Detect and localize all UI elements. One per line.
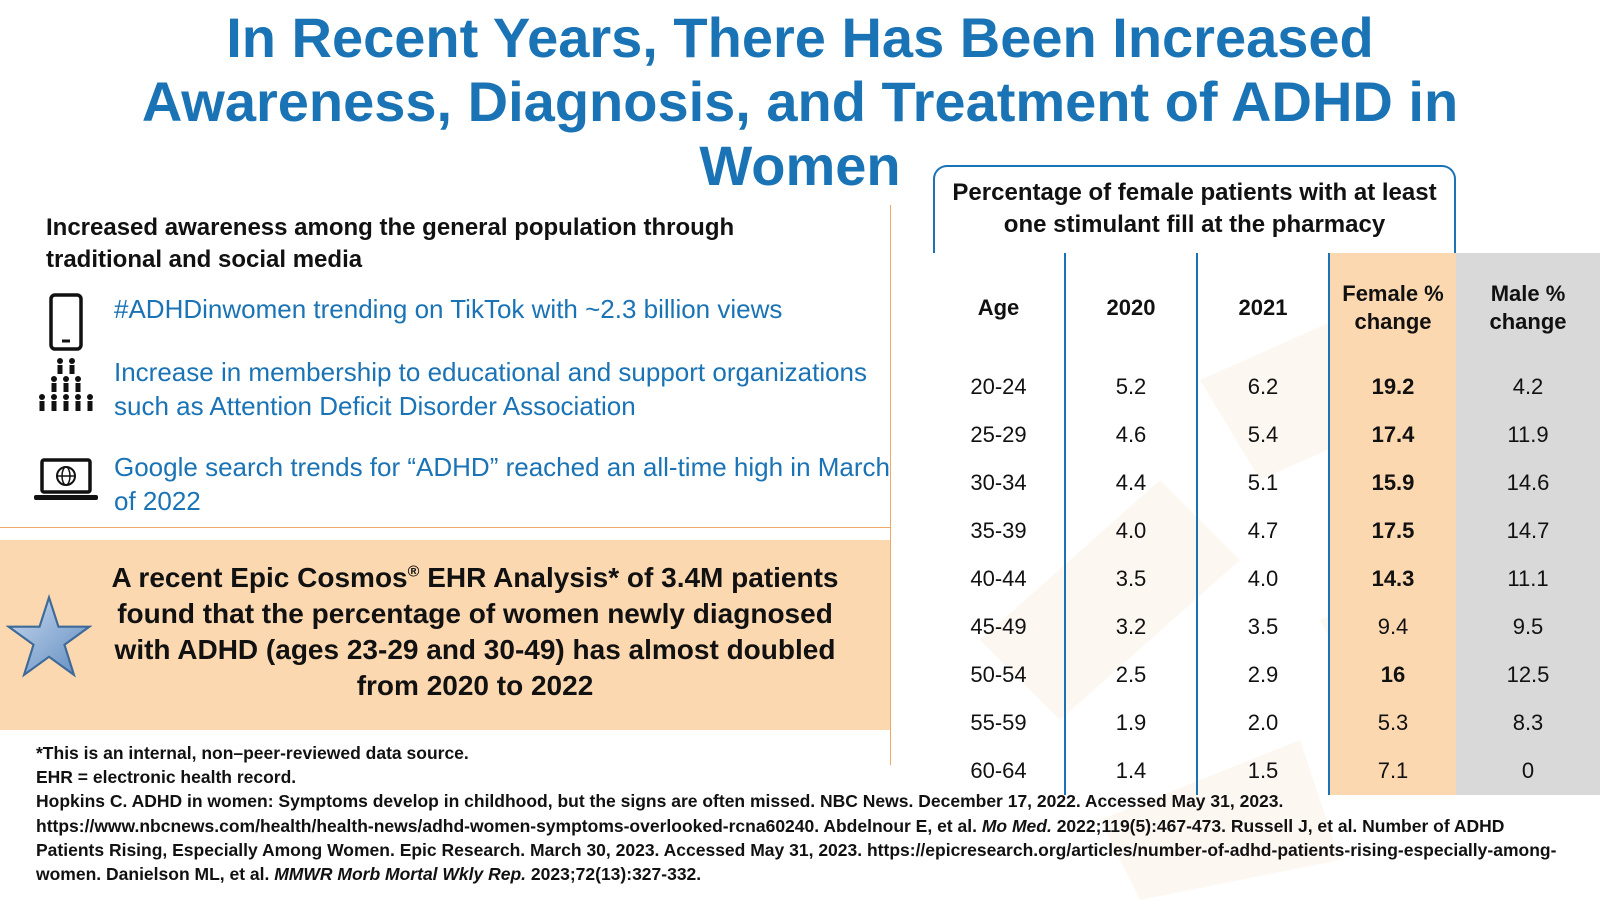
cell-2020: 1.9 (1064, 699, 1197, 747)
table-row: 40-44 3.5 4.0 14.3 11.1 (933, 555, 1600, 603)
title-line-2: Awareness, Diagnosis, and Treatment of A… (141, 70, 1459, 133)
cell-2020: 3.5 (1064, 555, 1197, 603)
cell-2020: 4.4 (1064, 459, 1197, 507)
epic-cosmos-callout: A recent Epic Cosmos® EHR Analysis* of 3… (0, 540, 890, 730)
title-line-1: In Recent Years, There Has Been Increase… (226, 6, 1374, 69)
table-body: 20-24 5.2 6.2 19.2 4.2 25-29 4.6 5.4 17.4 11.9 30-… (933, 363, 1600, 795)
cell-male-change: 9.5 (1456, 603, 1600, 651)
title-line-3: Women (699, 134, 901, 197)
journal-name-2: MMWR Morb Mortal Wkly Rep. (274, 864, 527, 885)
cell-male-change: 8.3 (1456, 699, 1600, 747)
header-male-change: Male % change (1456, 253, 1600, 363)
cell-male-change: 14.6 (1456, 459, 1600, 507)
references: Hopkins C. ADHD in women: Symptoms devel… (36, 789, 1576, 886)
people-group-icon (30, 355, 102, 415)
registered-mark: ® (407, 563, 420, 581)
cell-2020: 4.0 (1064, 507, 1197, 555)
bullet-text: #ADHDinwomen trending on TikTok with ~2.… (114, 294, 783, 324)
cell-age: 40-44 (970, 566, 1027, 591)
cell-female-change: 19.2 (1328, 363, 1456, 411)
laptop-globe-icon (30, 450, 102, 510)
epic-cosmos-text: A recent Epic Cosmos® EHR Analysis* of 3… (100, 560, 850, 704)
epic-text-after: EHR Analysis* of 3.4M patients found tha… (114, 562, 839, 701)
table-row: 35-39 4.0 4.7 17.5 14.7 (933, 507, 1600, 555)
cell-age: 55-59 (970, 710, 1027, 735)
table-row: 25-29 4.6 5.4 17.4 11.9 (933, 411, 1600, 459)
cell-age: 60-64 (970, 758, 1027, 783)
cell-age: 30-34 (970, 470, 1027, 495)
smartphone-icon (30, 292, 102, 352)
cell-age: 35-39 (970, 518, 1027, 543)
bullet-text: Increase in membership to educational an… (114, 357, 868, 421)
table-header-row: Age 2020 2021 Female % change Male % cha… (933, 253, 1600, 363)
cell-2020: 2.5 (1064, 651, 1197, 699)
reference-text-2: 2022;119(5):467-473. Russell J, et al. N… (36, 815, 1557, 885)
awareness-heading: Increased awareness among the general po… (46, 214, 735, 273)
cell-2020: 4.6 (1064, 411, 1197, 459)
cell-male-change: 11.1 (1456, 555, 1600, 603)
epic-text-before: A recent Epic Cosmos (111, 562, 408, 593)
cell-2021: 4.7 (1196, 507, 1329, 555)
cell-2021: 4.0 (1196, 555, 1329, 603)
cell-age: 20-24 (970, 374, 1027, 399)
cell-age: 25-29 (970, 422, 1027, 447)
cell-2020: 3.2 (1064, 603, 1197, 651)
cell-2020: 1.4 (1064, 747, 1197, 795)
horizontal-divider (0, 527, 890, 528)
cell-2021: 2.9 (1196, 651, 1329, 699)
cell-2021: 5.4 (1196, 411, 1329, 459)
cell-female-change: 17.4 (1328, 411, 1456, 459)
footnotes: *This is an internal, non–peer-reviewed … (36, 741, 1576, 886)
page-title: In Recent Years, There Has Been Increase… (0, 6, 1600, 198)
bullet-text: Google search trends for “ADHD” reached … (114, 452, 891, 516)
cell-2021: 2.0 (1196, 699, 1329, 747)
reference-text-1: Hopkins C. ADHD in women: Symptoms devel… (36, 791, 1284, 836)
journal-name-1: Mo Med. (981, 815, 1052, 836)
table-row: 60-64 1.4 1.5 7.1 0 (933, 747, 1600, 795)
header-2020: 2020 (1064, 253, 1197, 363)
cell-age: 50-54 (970, 662, 1027, 687)
cell-female-change: 7.1 (1328, 747, 1456, 795)
stimulant-fill-table: Age 2020 2021 Female % change Male % cha… (933, 253, 1600, 795)
cell-female-change: 9.4 (1328, 603, 1456, 651)
table-row: 30-34 4.4 5.1 15.9 14.6 (933, 459, 1600, 507)
header-female-change: Female % change (1328, 253, 1456, 363)
cell-female-change: 15.9 (1328, 459, 1456, 507)
cell-male-change: 12.5 (1456, 651, 1600, 699)
table-caption: Percentage of female patients with at le… (933, 165, 1456, 253)
cell-2021: 6.2 (1196, 363, 1329, 411)
star-icon (6, 594, 92, 678)
table-row: 55-59 1.9 2.0 5.3 8.3 (933, 699, 1600, 747)
footnote-internal-source: *This is an internal, non–peer-reviewed … (36, 743, 469, 763)
cell-2021: 3.5 (1196, 603, 1329, 651)
cell-male-change: 4.2 (1456, 363, 1600, 411)
cell-female-change: 5.3 (1328, 699, 1456, 747)
cell-female-change: 14.3 (1328, 555, 1456, 603)
footnote-ehr-definition: EHR = electronic health record. (36, 767, 297, 788)
cell-2021: 1.5 (1196, 747, 1329, 795)
cell-age: 45-49 (970, 614, 1027, 639)
cell-male-change: 11.9 (1456, 411, 1600, 459)
cell-female-change: 16 (1328, 651, 1456, 699)
header-2021: 2021 (1196, 253, 1329, 363)
cell-male-change: 14.7 (1456, 507, 1600, 555)
cell-female-change: 17.5 (1328, 507, 1456, 555)
table-row: 45-49 3.2 3.5 9.4 9.5 (933, 603, 1600, 651)
cell-2021: 5.1 (1196, 459, 1329, 507)
table-row: 20-24 5.2 6.2 19.2 4.2 (933, 363, 1600, 411)
cell-male-change: 0 (1456, 747, 1600, 795)
vertical-divider (890, 205, 891, 765)
reference-text-3: 2023;72(13):327-332. (526, 864, 702, 885)
table-row: 50-54 2.5 2.9 16 12.5 (933, 651, 1600, 699)
header-age: Age (977, 295, 1020, 320)
cell-2020: 5.2 (1064, 363, 1197, 411)
